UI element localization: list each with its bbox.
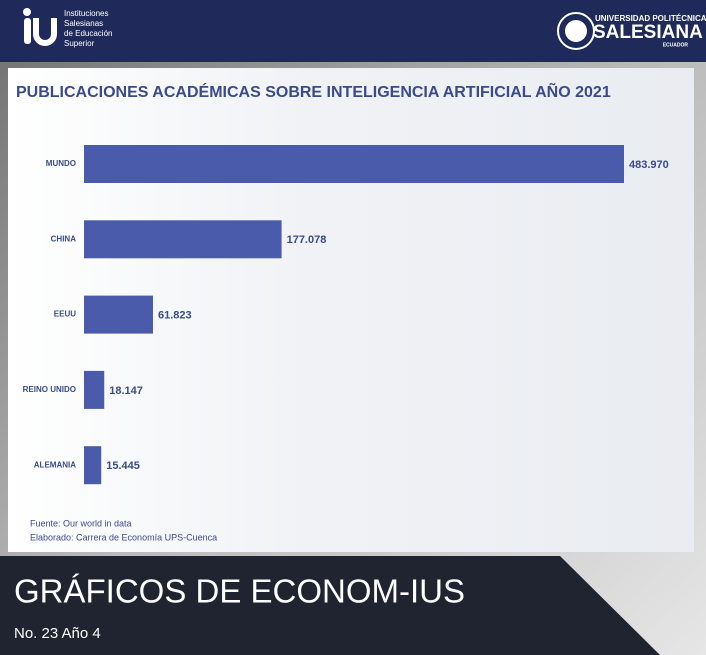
category-label: EEUU [54, 310, 76, 319]
logo-text: Instituciones [64, 9, 108, 18]
logo-text: de Educación [64, 29, 112, 38]
value-label: 483.970 [629, 159, 669, 171]
logo-text: UNIVERSIDAD POLITÉCNICA [595, 14, 706, 23]
value-label: 61.823 [158, 310, 192, 322]
bar [84, 220, 282, 259]
logo-text: ECUADOR [663, 42, 689, 48]
right-logo: UNIVERSIDAD POLITÉCNICA SALESIANA ECUADO… [557, 12, 706, 50]
source-note: Elaborado: Carrera de Economía UPS-Cuenc… [30, 532, 217, 542]
value-label: 15.445 [106, 460, 140, 472]
logo-text: SALESIANA [593, 22, 703, 43]
category-label: MUNDO [46, 159, 76, 168]
left-logo: Instituciones Salesianas de Educación Su… [23, 8, 112, 48]
logo-text: Superior [64, 39, 95, 48]
chart-title: PUBLICACIONES ACADÉMICAS SOBRE INTELIGEN… [16, 81, 611, 101]
footer-band [0, 556, 660, 655]
header-bar [0, 0, 706, 62]
value-label: 177.078 [287, 234, 327, 246]
category-label: CHINA [51, 234, 77, 243]
category-label: ALEMANIA [34, 460, 76, 469]
footer-issue: No. 23 Año 4 [14, 625, 101, 642]
footer-title: GRÁFICOS DE ECONOM-IUS [14, 573, 465, 610]
category-label: REINO UNIDO [23, 385, 76, 394]
bar [84, 370, 105, 409]
plot: MUNDO 483.970 CHINA 177.078 EEUU 61.823 REINO … [23, 145, 669, 485]
logo-text: Salesianas [64, 19, 103, 28]
source-note: Fuente: Our world in data [30, 518, 132, 528]
bar [84, 145, 624, 183]
value-label: 18.147 [109, 385, 143, 397]
bar [84, 295, 153, 334]
bar [84, 446, 102, 485]
